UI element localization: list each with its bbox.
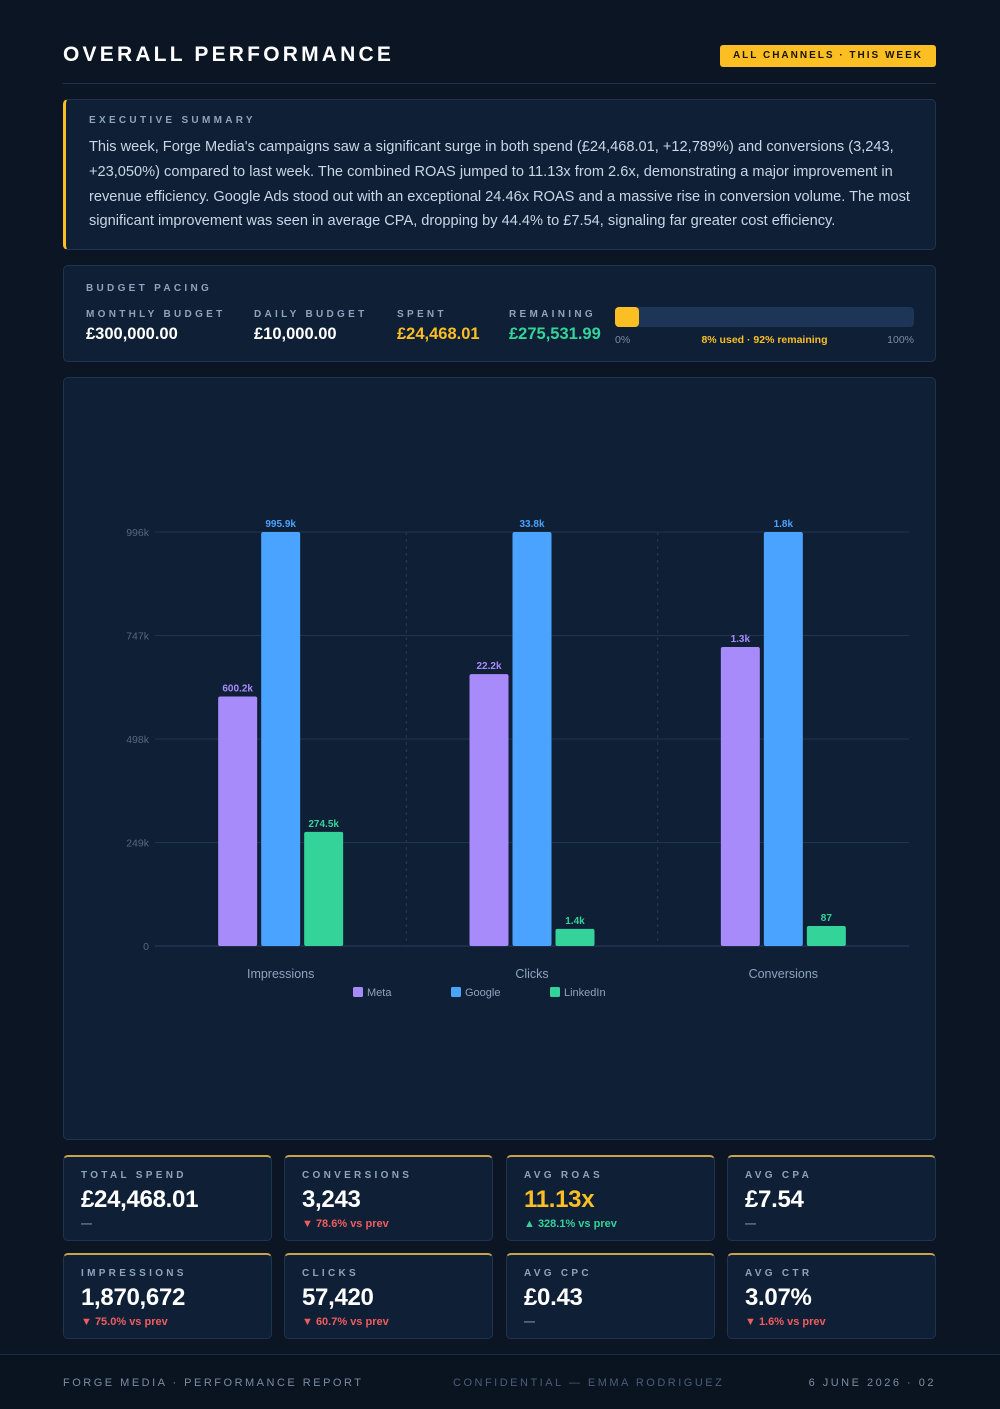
kpi-card-avg-roas: AVG ROAS 11.13x ▲ 328.1% vs prev (506, 1155, 715, 1241)
executive-summary-label: EXECUTIVE SUMMARY (89, 115, 256, 126)
kpi-delta: ▼ 75.0% vs prev (81, 1316, 168, 1328)
kpi-value: 11.13x (524, 1186, 595, 1213)
y-tick-label: 996k (126, 527, 150, 539)
legend-label-google: Google (465, 987, 500, 999)
x-category-label: Impressions (247, 967, 314, 981)
y-tick-label: 249k (126, 838, 150, 850)
kpi-value: 3.07% (745, 1284, 812, 1311)
spent-value: £24,468.01 (397, 325, 480, 343)
daily-budget: DAILY BUDGET £10,000.00 (254, 309, 368, 344)
bar-value-label: 33.8k (519, 519, 544, 530)
footer-report-name: FORGE MEDIA · PERFORMANCE REPORT (63, 1377, 364, 1389)
kpi-delta: ▲ 328.1% vs prev (524, 1218, 617, 1230)
channel-comparison-chart: 0 249k 498k 747k 996k 600.2k 995.9k 274.5k Impre… (63, 377, 936, 1140)
budget-pace-bar (615, 307, 914, 327)
kpi-card-avg-cpc: AVG CPC £0.43 — (506, 1253, 715, 1339)
kpi-label: AVG CTR (745, 1268, 813, 1279)
legend-swatch-google (451, 987, 461, 997)
bar-value-label: 87 (821, 913, 833, 924)
daily-budget-label: DAILY BUDGET (254, 309, 368, 320)
kpi-card-avg-ctr: AVG CTR 3.07% ▼ 1.6% vs prev (727, 1253, 936, 1339)
kpi-label: TOTAL SPEND (81, 1170, 187, 1181)
y-tick-label: 498k (126, 734, 150, 746)
monthly-budget: MONTHLY BUDGET £300,000.00 (86, 309, 226, 344)
bar-meta-clicks (469, 674, 509, 946)
kpi-card-avg-cpa: AVG CPA £7.54 — (727, 1155, 936, 1241)
bar-google-impressions (261, 532, 301, 946)
x-category-label: Clicks (515, 967, 548, 981)
bar-google-conversions (763, 532, 803, 946)
bar-value-label: 995.9k (265, 519, 296, 530)
y-tick-label: 747k (126, 631, 150, 643)
kpi-delta: — (524, 1316, 535, 1328)
remaining-label: REMAINING (509, 309, 596, 320)
bar-value-label: 274.5k (308, 819, 339, 830)
y-tick-label: 0 (143, 941, 149, 953)
kpi-delta: — (745, 1218, 756, 1230)
executive-summary-text: This week, Forge Media's campaigns saw a… (89, 139, 910, 230)
kpi-value: 1,870,672 (81, 1284, 186, 1311)
kpi-card-total-spend: TOTAL SPEND £24,468.01 — (63, 1155, 272, 1241)
kpi-label: AVG CPA (745, 1170, 813, 1181)
kpi-value: £0.43 (524, 1284, 583, 1311)
kpi-value: £24,468.01 (81, 1186, 199, 1213)
pace-max-label: 100% (887, 334, 914, 346)
bar-value-label: 1.8k (774, 519, 794, 530)
channel-filter-badge[interactable]: ALL CHANNELS · THIS WEEK (719, 45, 936, 67)
monthly-budget-value: £300,000.00 (86, 325, 178, 343)
kpi-card-conversions: CONVERSIONS 3,243 ▼ 78.6% vs prev (284, 1155, 493, 1241)
legend-swatch-linkedin (550, 987, 560, 997)
spent-amount: SPENT £24,468.01 (397, 309, 480, 344)
kpi-value: £7.54 (745, 1186, 804, 1213)
pace-status-label: 8% used · 92% remaining (701, 334, 828, 346)
legend-label-meta: Meta (367, 987, 392, 999)
legend-swatch-meta (353, 987, 363, 997)
kpi-label: AVG CPC (524, 1268, 592, 1279)
kpi-value: 57,420 (302, 1284, 374, 1311)
kpi-label: AVG ROAS (524, 1170, 603, 1181)
budget-pace-fill (615, 307, 639, 327)
monthly-budget-label: MONTHLY BUDGET (86, 309, 226, 320)
bar-linkedin-conversions (806, 926, 846, 946)
remaining-amount: REMAINING £275,531.99 (509, 309, 601, 344)
budget-pacing-panel: BUDGET PACING MONTHLY BUDGET £300,000.00… (63, 265, 936, 362)
bar-linkedin-impressions (304, 831, 344, 946)
footer-confidential: CONFIDENTIAL — EMMA RODRIGUEZ (453, 1377, 725, 1389)
bar-value-label: 600.2k (222, 684, 253, 695)
legend-label-linkedin: LinkedIn (564, 987, 606, 999)
bar-value-label: 22.2k (476, 661, 501, 672)
page-footer: FORGE MEDIA · PERFORMANCE REPORT CONFIDE… (0, 1354, 1000, 1409)
bar-chart-svg: 0 249k 498k 747k 996k 600.2k 995.9k 274.5k Impre… (126, 519, 909, 999)
kpi-label: CONVERSIONS (302, 1170, 413, 1181)
bar-google-clicks (512, 532, 552, 946)
remaining-value: £275,531.99 (509, 325, 601, 343)
bar-meta-conversions (720, 647, 760, 946)
kpi-delta: — (81, 1218, 92, 1230)
kpi-label: CLICKS (302, 1268, 360, 1279)
kpi-delta: ▼ 60.7% vs prev (302, 1316, 389, 1328)
bar-linkedin-clicks (555, 928, 595, 946)
bar-value-label: 1.4k (565, 916, 585, 927)
budget-pacing-label: BUDGET PACING (86, 283, 213, 294)
kpi-delta: ▼ 78.6% vs prev (302, 1218, 389, 1230)
executive-summary: EXECUTIVE SUMMARY This week, Forge Media… (63, 99, 936, 250)
x-category-label: Conversions (749, 967, 818, 981)
kpi-delta: ▼ 1.6% vs prev (745, 1316, 826, 1328)
bar-meta-impressions (218, 696, 258, 946)
daily-budget-value: £10,000.00 (254, 325, 337, 343)
spent-label: SPENT (397, 309, 447, 320)
kpi-label: IMPRESSIONS (81, 1268, 187, 1279)
pace-min-label: 0% (615, 334, 631, 346)
page-title: OVERALL PERFORMANCE (63, 43, 395, 66)
kpi-card-impressions: IMPRESSIONS 1,870,672 ▼ 75.0% vs prev (63, 1253, 272, 1339)
bar-value-label: 1.3k (731, 634, 751, 645)
kpi-card-clicks: CLICKS 57,420 ▼ 60.7% vs prev (284, 1253, 493, 1339)
kpi-value: 3,243 (302, 1186, 361, 1213)
footer-date-page: 6 JUNE 2026 · 02 (808, 1377, 936, 1389)
page-header: OVERALL PERFORMANCE ALL CHANNELS · THIS … (63, 40, 936, 84)
